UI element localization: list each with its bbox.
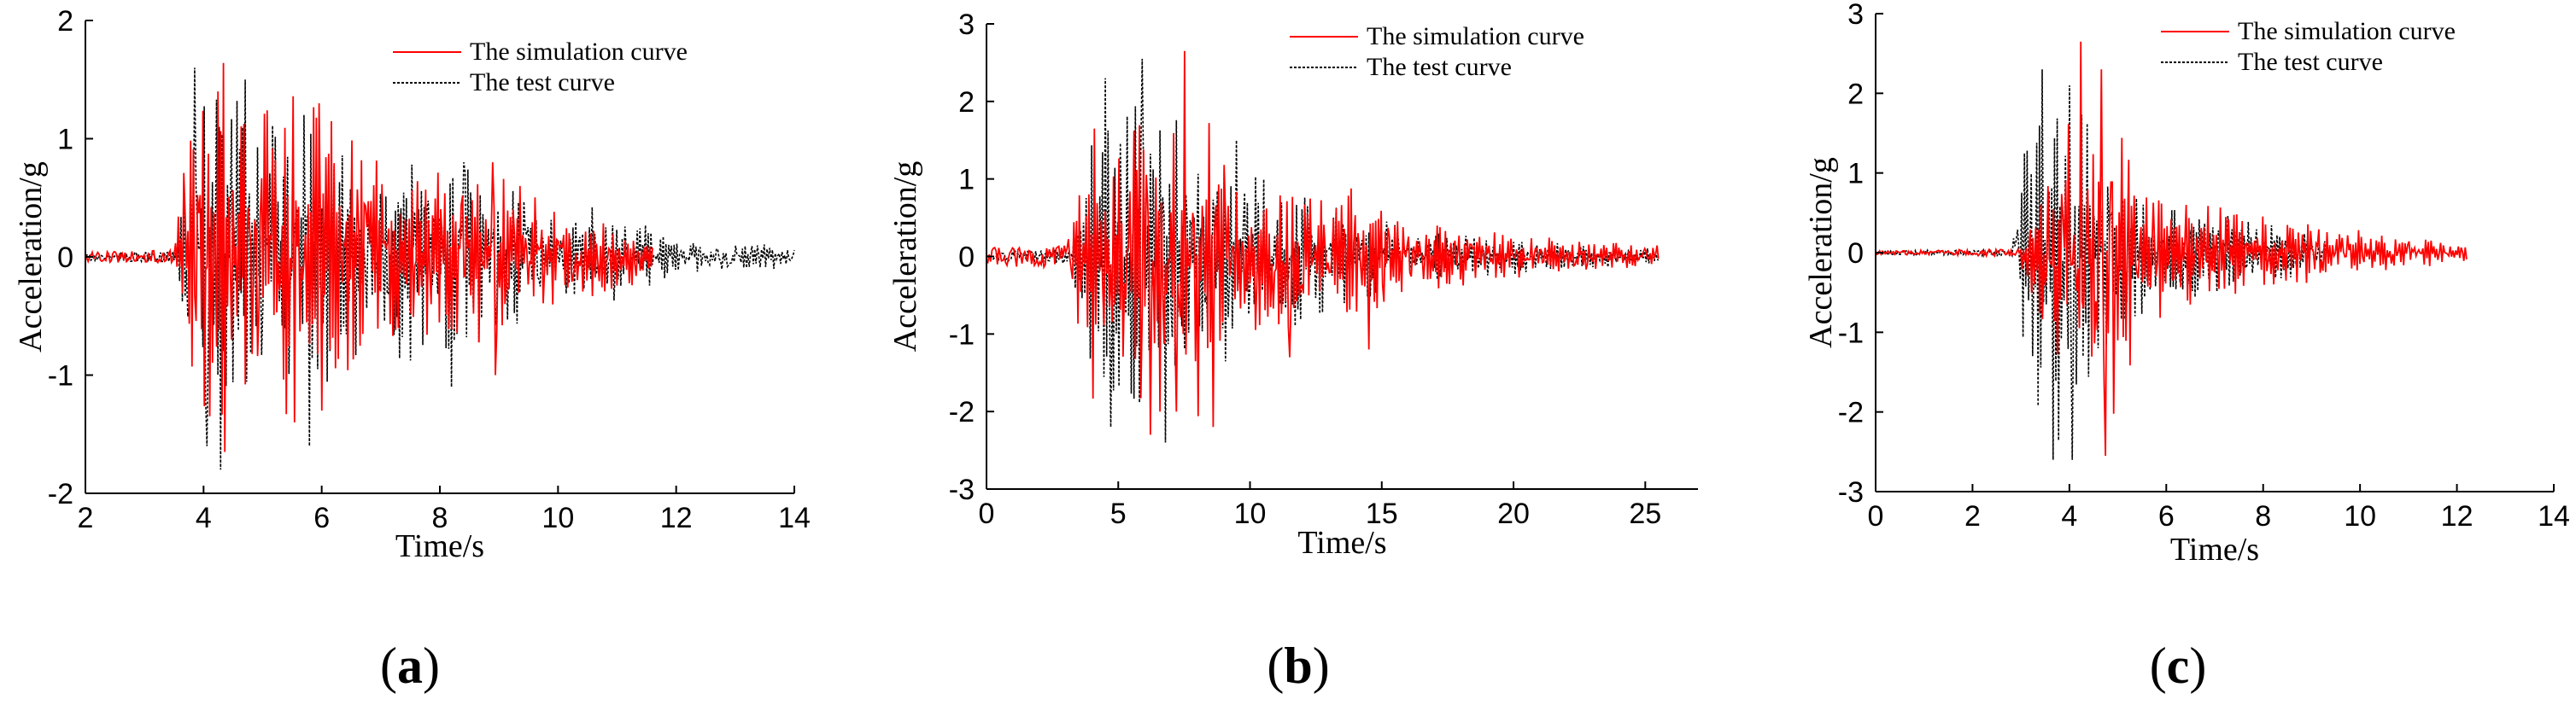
y-axis-label-b: Acceleration/g [887, 161, 923, 352]
x-tick-label-b: 5 [1110, 498, 1127, 530]
panel-label-letter-a: a [397, 638, 423, 694]
x-tick-label-b: 15 [1366, 498, 1398, 530]
series-layer-a [85, 62, 795, 470]
x-axis-label-b: Time/s [1297, 525, 1386, 561]
y-tick-label-c: -1 [1838, 317, 1864, 349]
y-tick-label-b: 1 [958, 164, 975, 196]
chart-panel-b: 0 5 10 15 20 25 -3 -2 -1 0 1 2 3 Time/s Acceleration… [887, 9, 1698, 694]
simulation-curve-a [85, 62, 653, 452]
x-tick-label-c: 4 [2061, 500, 2077, 533]
panel-label-close-c: ) [2189, 638, 2206, 694]
panel-label-c: (c) [2150, 638, 2207, 694]
x-tick-label-c: 2 [1964, 500, 1981, 533]
x-tick-label-b: 0 [979, 498, 995, 530]
y-tick-label-c: 1 [1847, 158, 1864, 190]
panel-label-open-b: ( [1267, 638, 1284, 694]
y-axis-label-c: Acceleration/g [1803, 157, 1839, 348]
legend-label-simulation-b: The simulation curve [1367, 22, 1584, 50]
x-tick-label-b: 20 [1497, 498, 1530, 530]
series-layer-b [986, 50, 1660, 443]
y-tick-label-b: -3 [949, 474, 975, 506]
x-tick-label-a: 14 [778, 502, 811, 534]
y-tick-label-a: 0 [57, 242, 73, 274]
y-tick-label-b: 3 [958, 9, 975, 41]
panel-label-close-a: ) [423, 638, 440, 694]
series-layer-c [1875, 41, 2468, 460]
x-tick-label-a: 6 [313, 502, 330, 534]
panel-label-open-c: ( [2150, 638, 2167, 694]
x-axis-label-a: Time/s [395, 528, 484, 564]
x-tick-label-a: 12 [660, 502, 693, 534]
y-tick-label-a: -1 [48, 360, 73, 393]
y-axis-label-a: Acceleration/g [13, 161, 49, 352]
test-curve-c [1875, 69, 2327, 460]
simulation-curve-c [1875, 41, 2468, 457]
y-tick-label-b: -2 [949, 396, 975, 428]
y-tick-label-a: 2 [57, 5, 73, 38]
panel-label-close-b: ) [1313, 638, 1330, 694]
x-tick-label-a: 2 [78, 502, 94, 534]
y-tick-label-c: -2 [1838, 397, 1864, 429]
x-tick-label-a: 10 [542, 502, 574, 534]
legend-b: The simulation curve The test curve [1290, 22, 1584, 81]
panel-label-open-a: ( [380, 638, 397, 694]
test-curve-b [986, 58, 1660, 443]
y-tick-label-b: -1 [949, 318, 975, 351]
legend-label-test-b: The test curve [1367, 53, 1512, 81]
legend-c: The simulation curve The test curve [2161, 17, 2456, 76]
simulation-curve-b [986, 50, 1660, 435]
x-tick-label-b: 10 [1234, 498, 1267, 530]
x-tick-label-c: 6 [2158, 500, 2175, 533]
panel-label-letter-b: b [1284, 638, 1312, 694]
y-tick-label-b: 0 [958, 242, 975, 274]
x-tick-label-c: 10 [2344, 500, 2376, 533]
x-tick-label-c: 8 [2255, 500, 2271, 533]
y-tick-label-c: 0 [1847, 237, 1864, 270]
legend-label-test-c: The test curve [2238, 48, 2383, 76]
x-tick-label-c: 14 [2538, 500, 2570, 533]
legend-a: The simulation curve The test curve [393, 38, 688, 96]
y-tick-label-c: 2 [1847, 78, 1864, 110]
x-tick-label-c: 12 [2441, 500, 2474, 533]
legend-label-test-a: The test curve [470, 68, 615, 96]
legend-label-simulation-c: The simulation curve [2238, 17, 2456, 45]
y-tick-label-a: 1 [57, 124, 73, 156]
legend-label-simulation-a: The simulation curve [470, 38, 688, 66]
y-tick-label-c: -3 [1838, 476, 1864, 509]
y-tick-label-c: 3 [1847, 0, 1864, 31]
panel-label-letter-c: c [2167, 638, 2190, 694]
panel-label-a: (a) [380, 638, 440, 694]
x-tick-label-a: 8 [432, 502, 448, 534]
ticks-b: 0 5 10 15 20 25 -3 -2 -1 0 1 2 3 [949, 9, 1661, 530]
y-tick-label-b: 2 [958, 86, 975, 119]
x-tick-label-a: 4 [196, 502, 212, 534]
x-axis-label-c: Time/s [2170, 532, 2259, 568]
panel-label-b: (b) [1267, 638, 1329, 694]
x-tick-label-b: 25 [1629, 498, 1661, 530]
x-tick-label-c: 0 [1868, 500, 1884, 533]
y-tick-label-a: -2 [48, 478, 73, 510]
